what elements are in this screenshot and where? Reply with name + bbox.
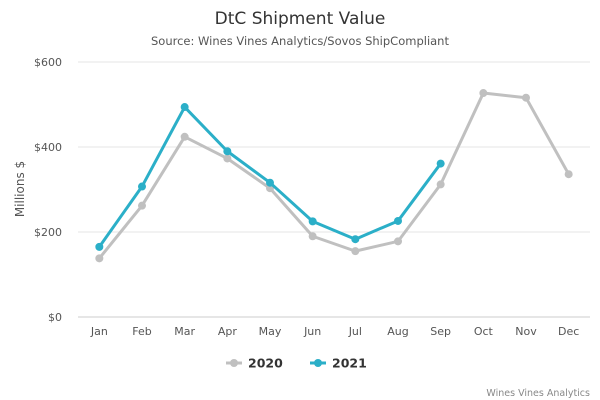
- legend-symbol-marker: [314, 359, 322, 367]
- x-tick-label: Jul: [348, 325, 362, 338]
- x-tick-label: Nov: [515, 325, 537, 338]
- legend-symbol-marker: [230, 359, 238, 367]
- legend: 2020 2021: [226, 356, 367, 371]
- y-tick-label: $0: [48, 311, 62, 324]
- data-point[interactable]: [394, 216, 402, 225]
- x-tick-label: Jan: [90, 325, 108, 338]
- data-point[interactable]: [394, 237, 402, 246]
- data-point[interactable]: [436, 159, 445, 168]
- legend-item-2021[interactable]: 2021: [310, 356, 367, 371]
- y-axis-label: Millions $: [13, 161, 27, 217]
- x-tick-label: May: [259, 325, 282, 338]
- data-point[interactable]: [95, 242, 104, 251]
- x-tick-label: Oct: [474, 325, 494, 338]
- legend-label: 2020: [248, 356, 283, 371]
- data-point[interactable]: [522, 93, 530, 102]
- data-point[interactable]: [308, 217, 317, 226]
- series-line[interactable]: [97, 91, 571, 260]
- x-tick-label: Mar: [174, 325, 195, 338]
- data-point[interactable]: [351, 247, 360, 256]
- data-point[interactable]: [95, 254, 104, 263]
- y-tick-label: $400: [34, 141, 62, 154]
- data-point[interactable]: [266, 178, 274, 187]
- grid-layer: [78, 61, 590, 318]
- series-line[interactable]: [97, 105, 443, 249]
- data-point[interactable]: [351, 235, 360, 244]
- data-point[interactable]: [138, 201, 146, 210]
- x-axis-ticks: Jan Feb Mar Apr May Jun Jul Aug Sep Oct Nov Dec: [90, 325, 579, 338]
- x-tick-label: Aug: [387, 325, 408, 338]
- data-point[interactable]: [138, 182, 146, 191]
- y-tick-label: $600: [34, 56, 62, 69]
- data-point[interactable]: [223, 147, 232, 156]
- series-2021: [95, 103, 445, 251]
- data-point[interactable]: [479, 89, 488, 98]
- data-point[interactable]: [436, 180, 445, 189]
- data-point[interactable]: [223, 154, 232, 163]
- x-tick-label: Apr: [218, 325, 238, 338]
- x-tick-label: Feb: [132, 325, 151, 338]
- chart-subtitle: Source: Wines Vines Analytics/Sovos Ship…: [151, 34, 449, 48]
- series-layer: [95, 89, 573, 263]
- y-axis-ticks: $0 $200 $400 $600: [34, 56, 62, 324]
- x-tick-label: Sep: [430, 325, 451, 338]
- series-2020: [95, 89, 573, 263]
- x-tick-label: Dec: [558, 325, 579, 338]
- y-tick-label: $200: [34, 226, 62, 239]
- legend-item-2020[interactable]: 2020: [226, 356, 283, 371]
- legend-label: 2021: [332, 356, 367, 371]
- data-point[interactable]: [180, 132, 189, 141]
- x-tick-label: Jun: [303, 325, 321, 338]
- data-point[interactable]: [564, 170, 573, 179]
- data-point[interactable]: [180, 103, 189, 112]
- chart-title: DtC Shipment Value: [215, 9, 386, 29]
- chart-credit[interactable]: Wines Vines Analytics: [486, 388, 590, 399]
- data-point[interactable]: [308, 232, 317, 241]
